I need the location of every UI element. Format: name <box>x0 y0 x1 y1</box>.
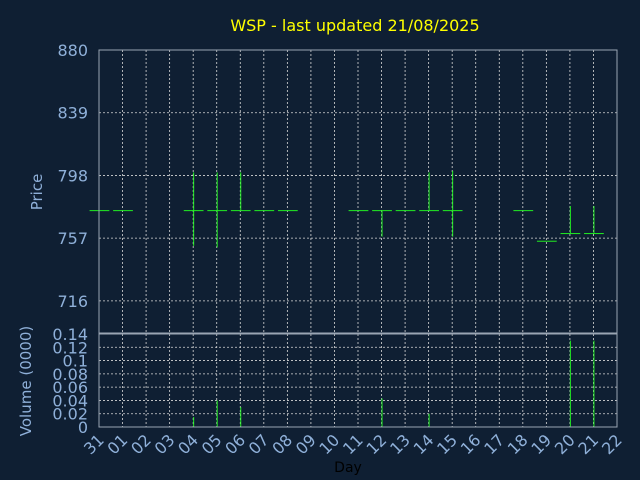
x-axis-ticks: 3101020304050607080910111213141516171819… <box>80 430 626 458</box>
price-tick-label: 716 <box>57 292 88 311</box>
price-frame <box>98 49 618 334</box>
price-tick-label: 757 <box>57 229 88 248</box>
ohlc-bar <box>372 210 392 237</box>
ohlc-bar <box>419 172 439 212</box>
price-panel: 880 839 798 757 716 Price <box>28 41 618 334</box>
volume-tick-label: 0.14 <box>52 325 88 344</box>
volume-tick-label: 0.06 <box>52 378 88 397</box>
price-tick-label: 839 <box>57 104 88 123</box>
volume-tick-label: 0.12 <box>52 338 88 357</box>
ohlc-bar <box>442 170 463 237</box>
volume-axis-label: Volume (0000) <box>17 326 35 436</box>
price-axis-label: Price <box>28 174 46 211</box>
volume-tick-label: 0.08 <box>52 365 88 384</box>
ohlc-bar <box>560 206 581 235</box>
volume-frame <box>98 333 618 428</box>
x-axis-label: Day <box>334 460 362 476</box>
ohlc-bar <box>183 172 204 246</box>
volume-panel: 00.020.040.060.080.10.120.14 Volume (000… <box>17 325 618 437</box>
price-tick-label: 880 <box>57 41 88 60</box>
chart-title: WSP - last updated 21/08/2025 <box>230 16 479 35</box>
x-tick-label: 22 <box>598 430 626 458</box>
volume-tick-label: 0 <box>78 418 88 437</box>
volume-tick-label: 0.1 <box>63 352 88 371</box>
ohlc-bar <box>584 206 604 235</box>
price-tick-label: 798 <box>57 166 88 185</box>
ohlc-bar <box>207 172 228 248</box>
volume-tick-label: 0.04 <box>52 391 88 410</box>
ohlc-bar <box>230 172 251 212</box>
volume-tick-label: 0.02 <box>52 405 88 424</box>
